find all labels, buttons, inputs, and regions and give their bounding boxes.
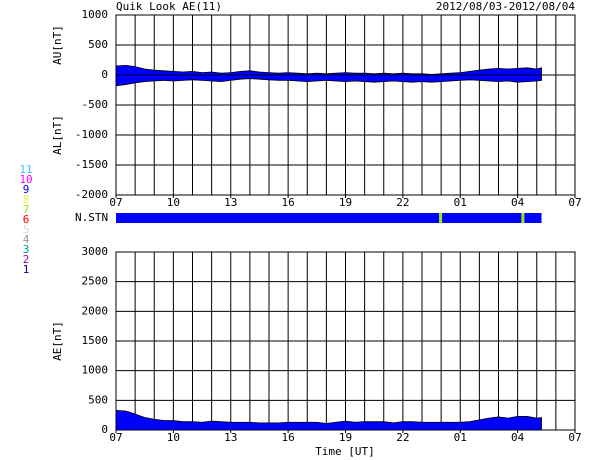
- y-tick-label: 1500: [82, 334, 109, 347]
- x-tick-label: 07: [568, 196, 581, 209]
- y-tick-label: -2000: [75, 188, 108, 201]
- station-segment: [439, 213, 443, 223]
- x-tick-label: 01: [454, 431, 467, 444]
- y-tick-label: 2500: [82, 275, 109, 288]
- legend-label: 5: [23, 223, 30, 236]
- station-segment: [442, 213, 522, 223]
- x-tick-label: 13: [224, 431, 237, 444]
- x-tick-label: 22: [396, 431, 409, 444]
- legend-label: 3: [23, 243, 30, 256]
- x-tick-label: 07: [568, 431, 581, 444]
- chart-title: Quik Look AE(11): [116, 0, 222, 13]
- y-tick-label: 3000: [82, 245, 109, 258]
- y-tick-label: 1000: [82, 8, 109, 21]
- area-au: [115, 64, 542, 76]
- x-axis-label: Time [UT]: [315, 445, 375, 458]
- plot-frame: [115, 14, 576, 196]
- x-tick-label: 01: [454, 196, 467, 209]
- legend-label: 6: [23, 213, 30, 226]
- x-tick-label: 04: [511, 431, 525, 444]
- area-ae: [115, 409, 542, 431]
- legend-label: 8: [23, 193, 30, 206]
- y-tick-label: 0: [101, 423, 108, 436]
- x-tick-label: 16: [282, 196, 295, 209]
- station-segment: [521, 213, 525, 223]
- legend-label: 10: [19, 173, 32, 186]
- y-tick-label: 500: [88, 393, 108, 406]
- x-tick-label: 19: [339, 431, 352, 444]
- x-tick-label: 13: [224, 196, 237, 209]
- y-tick-label: 500: [88, 38, 108, 51]
- y-tick-label: -1000: [75, 128, 108, 141]
- legend-label: 4: [23, 233, 30, 246]
- y-tick-label: -1500: [75, 158, 108, 171]
- x-tick-label: 19: [339, 196, 352, 209]
- x-tick-label: 22: [396, 196, 409, 209]
- y-tick-label: 1000: [82, 364, 109, 377]
- y-tick-label: -500: [82, 98, 109, 111]
- x-tick-label: 07: [109, 196, 122, 209]
- x-tick-label: 07: [109, 431, 122, 444]
- legend-label: 7: [23, 203, 30, 216]
- y-axis-label: AL[nT]: [51, 115, 64, 155]
- strip-label: N.STN: [75, 211, 108, 224]
- y-axis-label: AU[nT]: [51, 25, 64, 65]
- x-tick-label: 16: [282, 431, 295, 444]
- legend-label: 9: [23, 183, 30, 196]
- station-segment: [524, 213, 542, 223]
- legend-label: 1: [23, 263, 30, 276]
- y-tick-label: 0: [101, 68, 108, 81]
- y-axis-label: AE[nT]: [51, 321, 64, 361]
- legend-label: 2: [23, 253, 30, 266]
- area-al: [115, 74, 542, 87]
- legend-label: 11: [19, 163, 32, 176]
- station-segment: [116, 213, 440, 223]
- y-tick-label: 2000: [82, 304, 109, 317]
- x-tick-label: 10: [167, 196, 180, 209]
- x-tick-label: 10: [167, 431, 180, 444]
- chart-subtitle: 2012/08/03-2012/08/04: [436, 0, 575, 13]
- x-tick-label: 04: [511, 196, 525, 209]
